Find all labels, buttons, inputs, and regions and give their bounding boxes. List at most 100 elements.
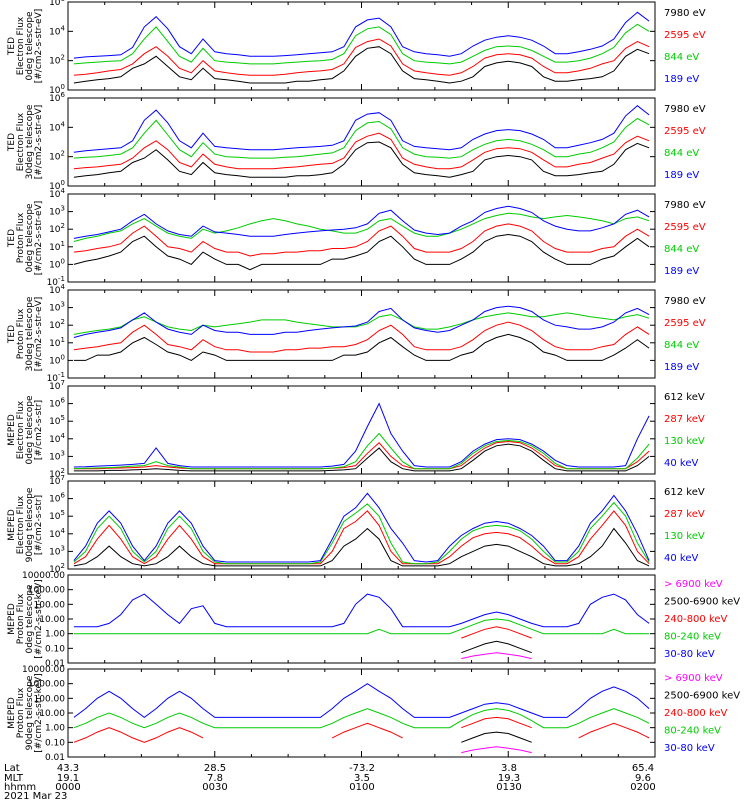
series-line: [73, 305, 650, 338]
y-tick-label: 1.00: [45, 724, 65, 734]
y-tick-label: 100: [49, 83, 65, 96]
y-tick-label: 106: [49, 0, 65, 8]
y-tick-label: 106: [49, 397, 65, 410]
y-axis-label-line: MEPED: [7, 509, 17, 541]
series-line: [73, 618, 650, 635]
y-axis-label-line: Electron Flux: [16, 495, 26, 554]
legend-entry: 844 eV: [664, 244, 699, 255]
legend-entry: 30-80 keV: [664, 743, 715, 754]
y-axis-label-line: TED: [7, 133, 17, 152]
footer-label-lat: Lat: [4, 763, 20, 774]
y-tick-label: 104: [49, 527, 65, 540]
y-tick-label: 103: [49, 205, 65, 218]
footer-lat-1: 28.5: [204, 763, 226, 774]
y-tick-label: 101: [49, 336, 65, 349]
legend-entry: 189 eV: [664, 362, 699, 373]
series-line: [73, 141, 650, 178]
y-axis-label: MEPEDProton Flux0deg telescope[#/cm2-s-s…: [7, 579, 44, 658]
legend-entry: 2595 eV: [664, 222, 706, 233]
legend-entry: 7980 eV: [664, 8, 706, 19]
footer-mlt-2: 3.5: [354, 773, 370, 784]
y-tick-label: 105: [49, 509, 65, 522]
series-line: [73, 46, 650, 84]
y-tick-label: 104: [49, 187, 65, 200]
y-tick-label: 103: [49, 544, 65, 557]
y-tick-label: 105: [49, 414, 65, 427]
footer-label-hhmm: hhmm: [4, 782, 36, 793]
y-axis-label-line: Electron Flux: [16, 16, 26, 75]
panel-frame: [67, 97, 656, 187]
y-tick-label: 104: [49, 24, 65, 37]
series-line: [73, 443, 650, 472]
y-tick-label: 102: [49, 150, 65, 163]
legend-entry: 612 keV: [664, 487, 705, 498]
series-line: [73, 23, 650, 65]
y-tick-label: 104: [49, 120, 65, 133]
series-line: [73, 716, 650, 743]
y-axis-label-line: [#/cm2-s-str-keV]: [34, 673, 44, 752]
y-axis-label-line: [#/cm2-s-str-keV]: [34, 579, 44, 658]
footer-lat-4: 65.4: [632, 763, 654, 774]
panel-8: 10000.001000.00100.0010.001.000.100.01ME…: [7, 665, 740, 763]
y-tick-label: 0.10: [45, 738, 65, 748]
y-tick-label: 102: [49, 222, 65, 235]
panel-frame: [67, 193, 656, 283]
y-tick-label: 1000.00: [28, 586, 65, 596]
legend-entry: 80-240 keV: [664, 726, 721, 737]
panel-7: 10000.001000.00100.0010.001.000.100.01ME…: [7, 571, 740, 669]
legend-entry: 2595 eV: [664, 30, 706, 41]
y-tick-label: 104: [49, 432, 65, 445]
y-axis-label-line: Proton Flux: [16, 687, 26, 738]
y-axis-label-line: TED: [7, 229, 17, 248]
y-tick-label: 0.01: [45, 753, 65, 763]
footer-label-mlt: MLT: [4, 773, 24, 784]
panel-frame: [67, 1, 656, 91]
y-tick-label: 100.00: [34, 694, 66, 704]
time-axis-footer: Lat MLT hhmm 2021 Mar 23 43.3 28.5 -73.2…: [4, 763, 656, 800]
footer-hhmm-0: 0000: [55, 782, 80, 793]
footer-mlt-1: 7.8: [207, 773, 223, 784]
series-line: [73, 402, 650, 468]
series-line: [73, 683, 650, 719]
legend-entry: 2500-6900 keV: [664, 690, 740, 701]
y-axis-label-line: MEPED: [7, 414, 17, 446]
legend-entry: 240-800 keV: [664, 614, 728, 625]
y-axis-label-line: TED: [7, 37, 17, 56]
footer-hhmm-3: 0130: [496, 782, 521, 793]
y-tick-label: 100: [49, 257, 65, 270]
legend-entry: 130 keV: [664, 531, 705, 542]
y-tick-label: 0.10: [45, 644, 65, 654]
series-line: [73, 333, 650, 361]
legend-entry: 7980 eV: [664, 296, 706, 307]
series-line: [73, 708, 650, 729]
y-tick-label: 107: [49, 474, 65, 487]
series-line: [73, 233, 650, 271]
legend-entry: 2595 eV: [664, 126, 706, 137]
series-line: [73, 223, 650, 257]
series-line: [461, 652, 532, 660]
y-tick-label: 1000.00: [28, 680, 65, 690]
footer-lat-3: 3.8: [501, 763, 517, 774]
y-tick-label: 101: [49, 240, 65, 253]
legend-entry: 30-80 keV: [664, 649, 715, 660]
legend-entry: 844 eV: [664, 52, 699, 63]
series-line: [73, 440, 650, 470]
series-line: [73, 38, 650, 76]
y-axis-label-line: [#/cm2-s-str-eV]: [34, 9, 44, 84]
series-line: [73, 432, 650, 470]
y-tick-label: 104: [49, 283, 65, 296]
y-tick-label: 10-1: [47, 275, 65, 288]
legend-entry: 189 eV: [664, 266, 699, 277]
y-tick-label: 102: [49, 467, 65, 480]
y-axis-label-line: TED: [7, 325, 17, 344]
y-axis-label: MEPEDElectron Flux0deg telescope[#/cm2-s…: [7, 395, 44, 465]
y-tick-label: 106: [49, 91, 65, 104]
y-axis-label-line: 0deg telescope: [25, 584, 35, 654]
series-line: [73, 510, 650, 565]
y-axis-label-line: Proton Flux: [16, 593, 26, 644]
legend-entry: 189 eV: [664, 74, 699, 85]
y-tick-label: 102: [49, 562, 65, 575]
y-axis-label-line: [#/cm2-s-str]: [34, 495, 44, 555]
